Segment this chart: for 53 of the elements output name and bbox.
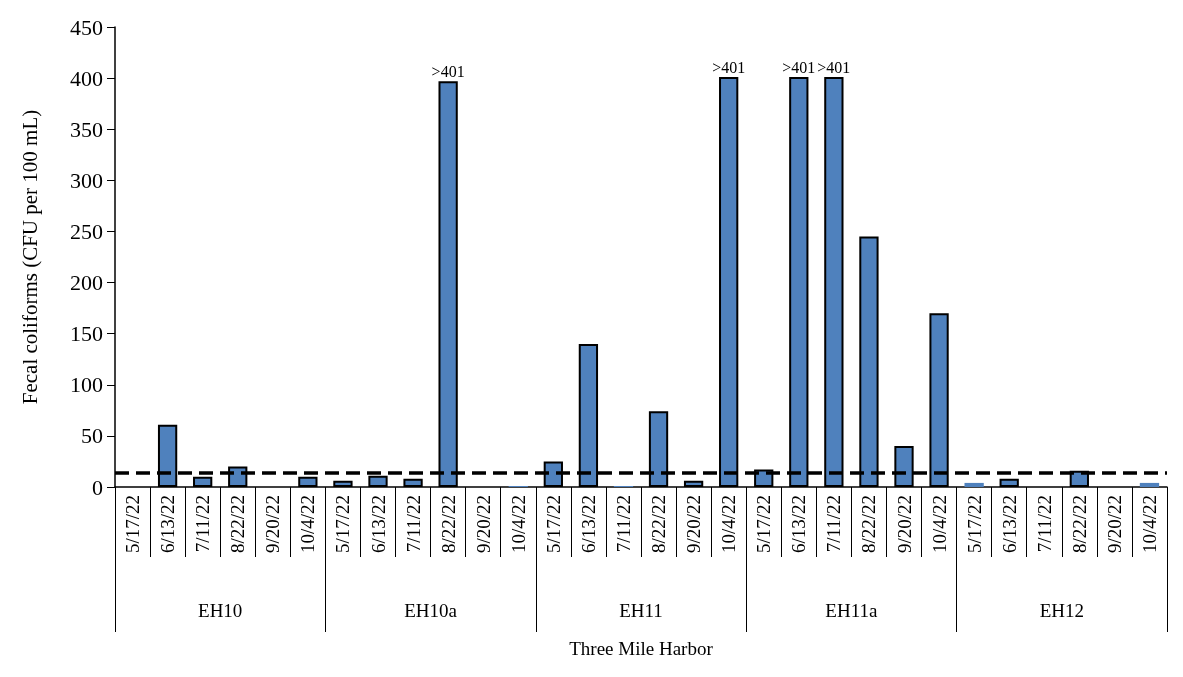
x-axis-title: Three Mile Harbor	[569, 638, 714, 659]
x-tick-label: 10/4/22	[507, 495, 529, 554]
text: EH12	[1039, 600, 1084, 621]
x-tick-label: 6/13/22	[367, 495, 389, 554]
text: EH11	[619, 600, 663, 621]
x-tick-label: 5/17/22	[122, 495, 144, 554]
text: EH10	[198, 600, 243, 621]
x-tick-label: 9/20/22	[472, 495, 494, 554]
bar	[964, 482, 984, 487]
x-tick-label: 9/20/22	[683, 495, 705, 554]
x-tick-label: 8/22/22	[648, 495, 670, 554]
x-tick-label: 9/20/22	[262, 495, 284, 554]
y-tick-label: 100	[70, 372, 103, 398]
text: EH11a	[825, 600, 878, 621]
x-tick-label: 8/22/22	[437, 495, 459, 554]
x-tick-label: 7/11/22	[192, 495, 214, 553]
data-label: >401	[712, 58, 746, 76]
y-tick-label: 400	[70, 65, 103, 91]
y-tick-label: 150	[70, 321, 103, 347]
y-tick-label: 200	[70, 270, 103, 296]
bar	[1139, 482, 1160, 487]
x-tick-label: 6/13/22	[788, 495, 810, 554]
x-tick-label: 9/20/22	[1103, 495, 1125, 554]
x-tick-label: 10/4/22	[928, 495, 950, 554]
y-tick-label: 450	[70, 14, 103, 40]
x-tick-label: 7/11/22	[1033, 495, 1055, 553]
x-tick-label: 7/11/22	[402, 495, 424, 553]
x-tick-label: 5/17/22	[753, 495, 775, 554]
x-tick-label: 7/11/22	[612, 495, 634, 553]
x-tick-label: 9/20/22	[893, 495, 915, 554]
y-tick-label: 350	[70, 116, 103, 142]
x-tick-label: 8/22/22	[858, 495, 880, 554]
x-tick-label: 6/13/22	[577, 495, 599, 554]
data-label: >401	[782, 58, 816, 76]
y-tick-label: 0	[92, 474, 103, 500]
data-label: >401	[431, 62, 465, 80]
y-tick-label: 50	[81, 423, 103, 449]
x-tick-label: 6/13/22	[998, 495, 1020, 554]
text: EH10a	[404, 600, 458, 621]
x-tick-label: 5/17/22	[963, 495, 985, 554]
x-tick-label: 7/11/22	[823, 495, 845, 553]
x-tick-label: 8/22/22	[1068, 495, 1090, 554]
x-tick-label: 10/4/22	[1138, 495, 1160, 554]
x-tick-label: 6/13/22	[157, 495, 179, 554]
y-axis-title: Fecal coliforms (CFU per 100 mL)	[17, 109, 42, 405]
x-tick-label: 10/4/22	[297, 495, 319, 554]
y-tick-label: 250	[70, 218, 103, 244]
x-tick-label: 5/17/22	[542, 495, 564, 554]
data-label: >401	[817, 58, 851, 76]
x-tick-label: 8/22/22	[227, 495, 249, 554]
y-tick-label: 300	[70, 167, 103, 193]
x-tick-label: 10/4/22	[718, 495, 740, 554]
x-tick-label: 5/17/22	[332, 495, 354, 554]
